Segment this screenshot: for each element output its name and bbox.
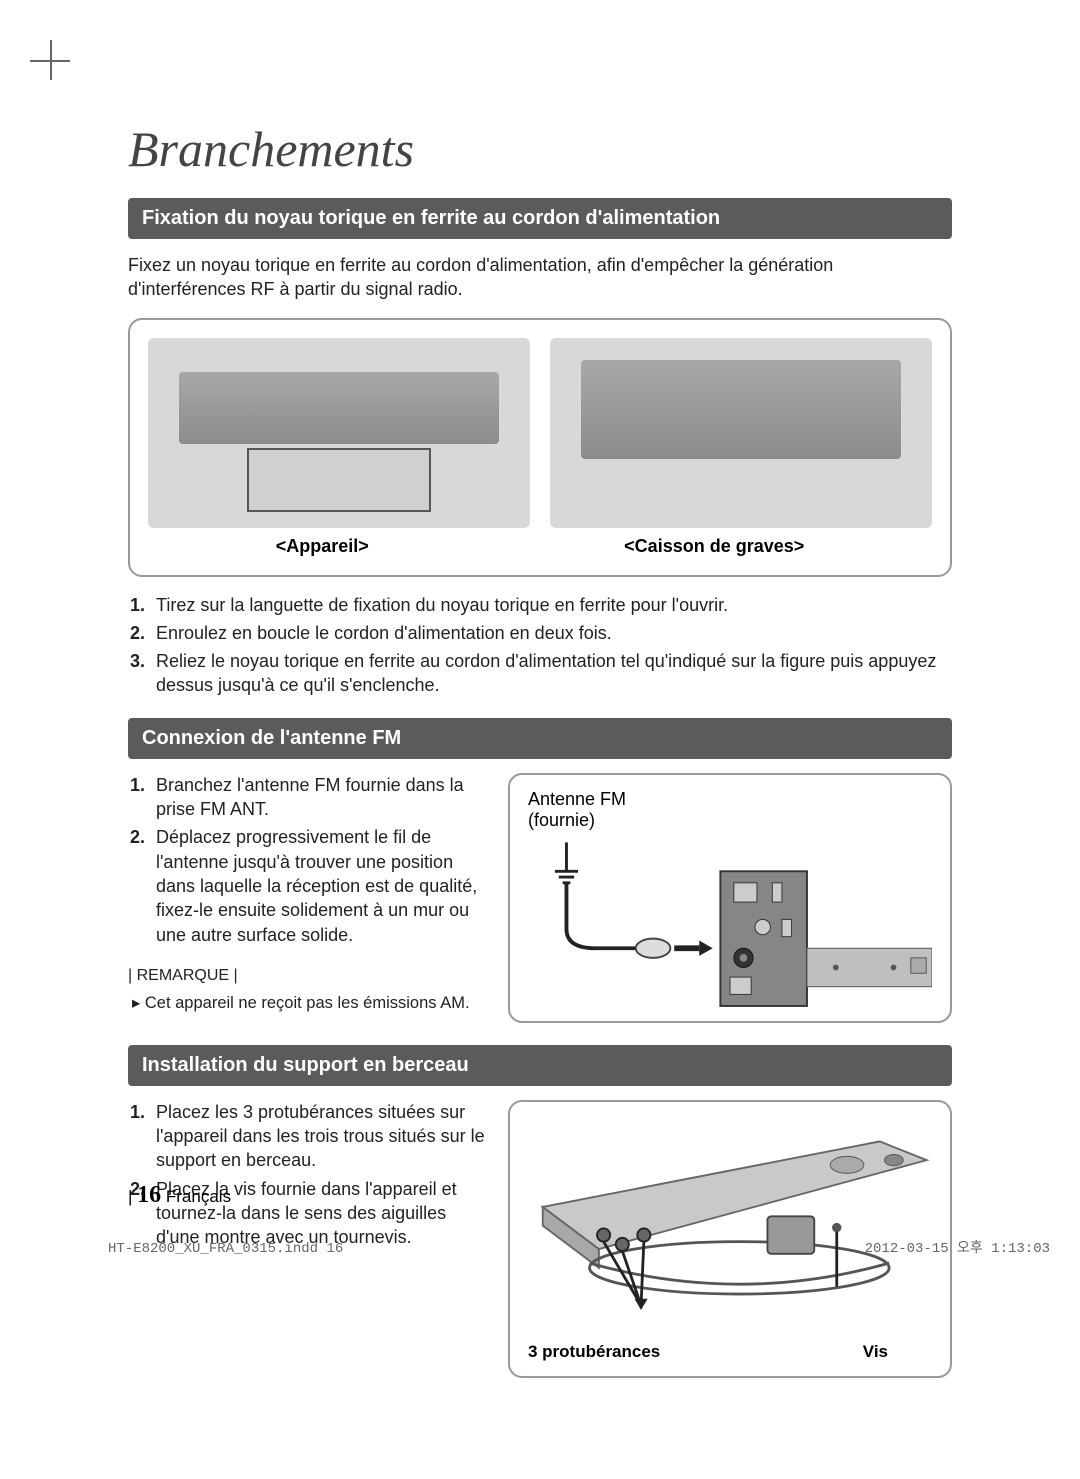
- section2-title: Connexion de l'antenne FM: [128, 718, 952, 759]
- antenna-diagram: Antenne FM (fournie): [508, 773, 952, 1023]
- note-text: Cet appareil ne reçoit pas les émissions…: [132, 993, 488, 1013]
- footer-bar: |: [128, 1187, 132, 1206]
- section2-step-1: Branchez l'antenne FM fournie dans la pr…: [150, 773, 488, 822]
- section3-steps: Placez les 3 protubérances situées sur l…: [150, 1100, 488, 1250]
- print-meta-left: HT-E8200_XU_FRA_0315.indd 16: [108, 1241, 343, 1257]
- section1-step-1: Tirez sur la languette de fixation du no…: [150, 593, 952, 617]
- caption-appareil: <Appareil>: [276, 536, 369, 557]
- section1-step-3: Reliez le noyau torique en ferrite au co…: [150, 649, 952, 698]
- section1-steps: Tirez sur la languette de fixation du no…: [150, 593, 952, 698]
- ferrite-diagram: <Appareil> <Caisson de graves>: [128, 318, 952, 577]
- footer-lang: Français: [166, 1187, 231, 1206]
- print-meta-right: 2012-03-15 오후 1:13:03: [865, 1237, 1050, 1257]
- section1-step-2: Enroulez en boucle le cordon d'alimentat…: [150, 621, 952, 645]
- cradle-svg: [524, 1116, 936, 1326]
- label-screw: Vis: [863, 1342, 888, 1362]
- diagram-caisson: [550, 338, 932, 528]
- section3-step-1: Placez les 3 protubérances situées sur l…: [150, 1100, 488, 1173]
- antenna-label-2: (fournie): [528, 810, 595, 830]
- section1-title: Fixation du noyau torique en ferrite au …: [128, 198, 952, 239]
- caption-caisson: <Caisson de graves>: [624, 536, 804, 557]
- section2-steps: Branchez l'antenne FM fournie dans la pr…: [150, 773, 488, 947]
- note-label: | REMARQUE |: [128, 967, 488, 985]
- label-protuberances: 3 protubérances: [528, 1342, 660, 1362]
- page-footer: | 16 Français: [128, 1182, 231, 1209]
- chapter-title: Branchements: [128, 120, 1080, 178]
- page-number: 16: [137, 1182, 161, 1208]
- antenna-label-1: Antenne FM: [528, 789, 626, 809]
- diagram-appareil: [148, 338, 530, 528]
- section3-title: Installation du support en berceau: [128, 1045, 952, 1086]
- section1-intro: Fixez un noyau torique en ferrite au cor…: [128, 253, 952, 302]
- antenna-svg: [528, 839, 932, 1019]
- section2-step-2: Déplacez progressivement le fil de l'ant…: [150, 825, 488, 946]
